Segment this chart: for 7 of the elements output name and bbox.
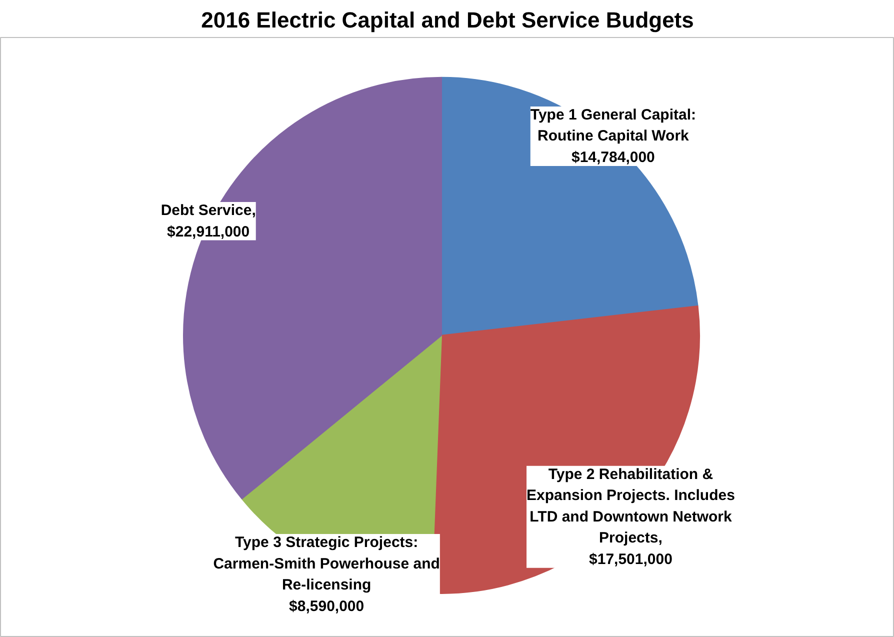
- slice-label: Debt Service, $22,911,000: [160, 202, 256, 240]
- data-label: $8,590,000: [289, 598, 364, 615]
- data-label: $14,784,000: [571, 148, 655, 166]
- slice-label: Type 3 Strategic Projects: Carmen-Smith Powerhouse and Re-licensing: [213, 534, 440, 594]
- slice-label: Type 1 General Capital: Routine Capital Work: [530, 106, 696, 145]
- chart-title: 2016 Electric Capital and Debt Service Budgets: [201, 8, 694, 32]
- slice-label: Type 2 Rehabilitation & Expansion Projects. Includes LTD and Downtown Network Projects, $17,501,000: [526, 466, 735, 568]
